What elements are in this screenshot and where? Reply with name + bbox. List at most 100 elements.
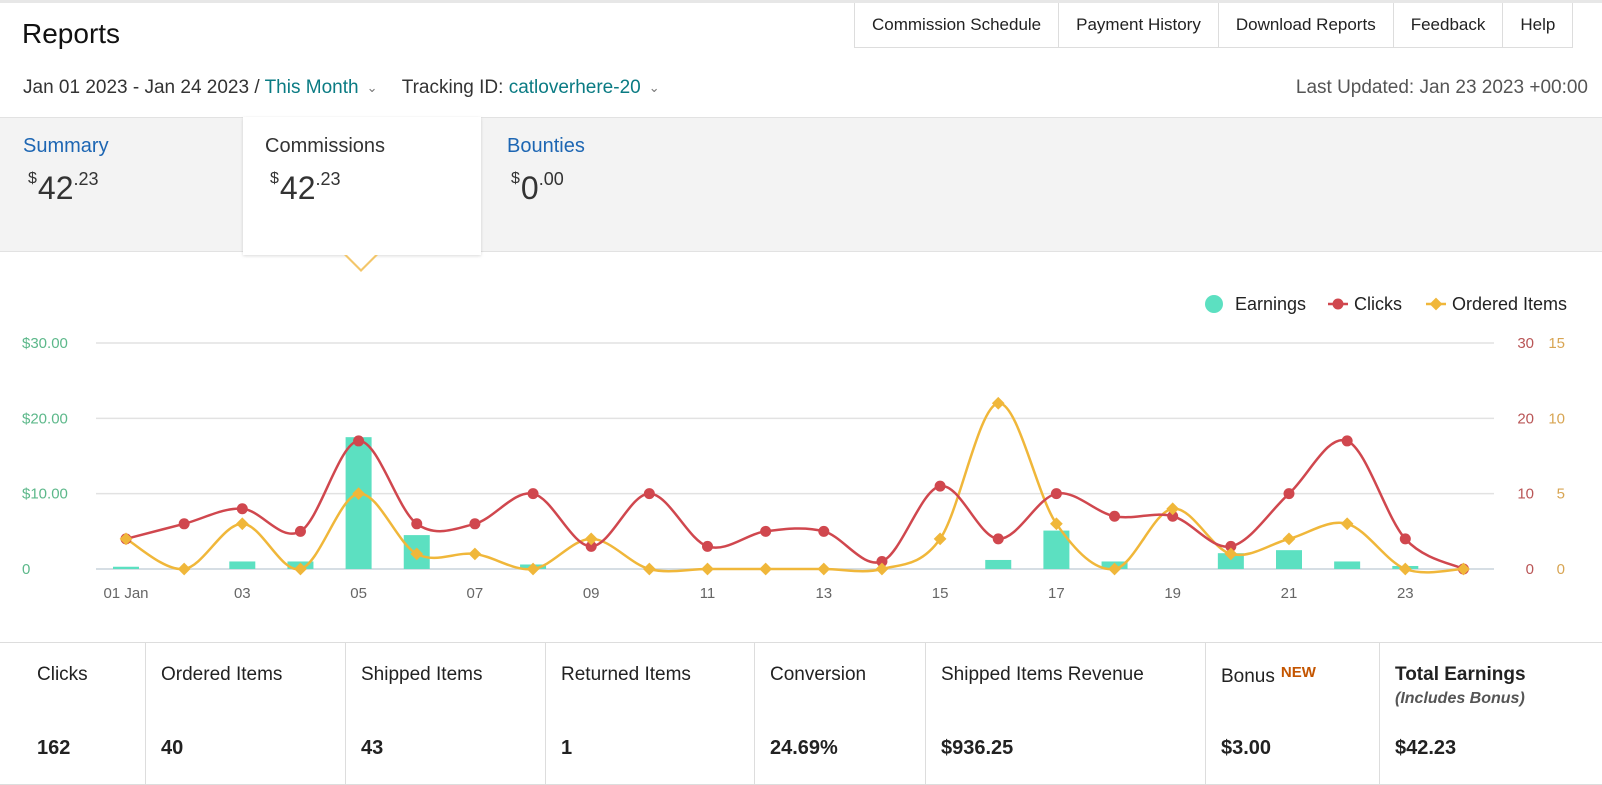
y-right-items-tick-label: 5 bbox=[1557, 486, 1565, 503]
y-left-tick-label: 0 bbox=[22, 561, 30, 578]
stat-returned-items: Returned Items 1 bbox=[545, 643, 755, 784]
clicks-point bbox=[353, 435, 365, 447]
chevron-down-icon[interactable]: ⌄ bbox=[366, 80, 378, 95]
commission-schedule-link[interactable]: Commission Schedule bbox=[872, 15, 1042, 34]
x-tick-label: 23 bbox=[1397, 585, 1414, 602]
tab-bounties-amount: $0.00 bbox=[511, 169, 564, 206]
tab-summary-amount: $42.23 bbox=[28, 169, 99, 206]
top-border bbox=[0, 0, 1602, 3]
clicks-point bbox=[294, 525, 306, 537]
stat-value: 40 bbox=[161, 737, 184, 759]
y-left-tick-label: $20.00 bbox=[22, 410, 68, 427]
tab-summary-label: Summary bbox=[23, 135, 109, 157]
stat-value: $42.23 bbox=[1395, 737, 1457, 759]
tracking-id-dropdown[interactable]: catloverhere-20 bbox=[508, 77, 641, 98]
ordered-items-point bbox=[1340, 517, 1354, 531]
ordered-items-point bbox=[642, 562, 656, 576]
x-tick-label: 11 bbox=[700, 585, 716, 602]
y-right-items-tick-label: 10 bbox=[1548, 410, 1565, 427]
y-left-tick-label: $30.00 bbox=[22, 335, 68, 352]
payment-history-link[interactable]: Payment History bbox=[1058, 3, 1218, 47]
clicks-point bbox=[527, 488, 539, 500]
stat-value: 24.69% bbox=[770, 737, 838, 759]
stat-label: Bonus NEW bbox=[1221, 664, 1316, 687]
top-nav: Commission Schedule Payment History Down… bbox=[854, 3, 1574, 48]
ordered-items-point bbox=[235, 517, 249, 531]
chevron-down-icon[interactable]: ⌄ bbox=[648, 80, 660, 95]
ordered-items-point bbox=[1282, 532, 1296, 546]
x-tick-label: 07 bbox=[467, 585, 484, 602]
tab-bounties-label: Bounties bbox=[507, 135, 585, 157]
x-tick-label: 13 bbox=[815, 585, 832, 602]
download-reports-link[interactable]: Download Reports bbox=[1217, 3, 1393, 47]
clicks-point bbox=[934, 480, 946, 492]
filter-bar: Jan 01 2023 - Jan 24 2023 / This Month ⌄ … bbox=[23, 77, 660, 99]
tab-bounties[interactable]: Bounties $0.00 bbox=[507, 117, 707, 250]
stat-label: Shipped Items Revenue bbox=[941, 664, 1144, 685]
stat-shipped-items-revenue: Shipped Items Revenue $936.25 bbox=[925, 643, 1206, 784]
tab-summary[interactable]: Summary $42.23 bbox=[23, 117, 223, 250]
last-updated: Last Updated: Jan 23 2023 +00:00 bbox=[1295, 77, 1588, 98]
help-link[interactable]: Help bbox=[1502, 3, 1572, 47]
clicks-point bbox=[1225, 540, 1237, 552]
period-dropdown[interactable]: This Month bbox=[264, 77, 359, 98]
clicks-point bbox=[236, 503, 248, 515]
ordered-items-point bbox=[991, 396, 1005, 410]
ordered-items-point bbox=[119, 532, 133, 546]
stat-conversion: Conversion 24.69% bbox=[754, 643, 926, 784]
stat-ordered-items: Ordered Items 40 bbox=[145, 643, 346, 784]
ordered-items-point bbox=[1398, 562, 1412, 576]
stat-label: Total Earnings bbox=[1395, 664, 1526, 685]
x-tick-label: 01 Jan bbox=[103, 585, 148, 602]
clicks-point bbox=[411, 518, 423, 530]
legend-earnings-icon bbox=[1205, 295, 1223, 313]
earnings-bar bbox=[1217, 553, 1244, 569]
stat-label: Clicks bbox=[37, 664, 88, 685]
ordered-items-point bbox=[701, 562, 714, 576]
tab-commissions-label: Commissions bbox=[265, 135, 386, 157]
y-right-clicks-tick-label: 10 bbox=[1517, 486, 1534, 503]
stat-value: $3.00 bbox=[1221, 737, 1272, 759]
ordered-items-point bbox=[817, 562, 831, 576]
tab-commissions[interactable]: Commissions $42.23 bbox=[243, 117, 481, 255]
earnings-bar bbox=[345, 437, 372, 569]
stat-label: Returned Items bbox=[561, 664, 691, 685]
stat-value: $936.25 bbox=[941, 737, 1014, 759]
legend-ordered-items-icon bbox=[1429, 297, 1443, 311]
new-badge: NEW bbox=[1280, 664, 1316, 681]
clicks-point bbox=[1283, 488, 1295, 500]
clicks-point bbox=[1109, 510, 1121, 522]
stat-value: 162 bbox=[37, 737, 71, 759]
y-left-tick-label: $10.00 bbox=[22, 486, 68, 503]
clicks-point bbox=[1050, 488, 1062, 500]
summary-tabs-band bbox=[0, 117, 1602, 252]
legend-clicks-icon bbox=[1332, 298, 1344, 310]
ordered-items-point bbox=[1457, 562, 1470, 576]
clicks-point bbox=[876, 555, 888, 567]
page-title: Reports bbox=[22, 18, 121, 49]
y-right-clicks-tick-label: 20 bbox=[1517, 410, 1534, 427]
stat-total-earnings: Total Earnings (Includes Bonus) $42.23 bbox=[1379, 643, 1602, 784]
stats-bar: Clicks 162 Ordered Items 40 Shipped Item… bbox=[0, 642, 1602, 785]
y-right-items-tick-label: 15 bbox=[1548, 335, 1565, 352]
clicks-point bbox=[469, 518, 481, 530]
clicks-point bbox=[760, 525, 772, 537]
x-tick-label: 03 bbox=[234, 585, 251, 602]
legend-ordered-items-label: Ordered Items bbox=[1452, 294, 1567, 314]
x-tick-label: 17 bbox=[1048, 585, 1065, 602]
stat-value: 1 bbox=[561, 737, 573, 759]
clicks-point bbox=[643, 488, 655, 500]
x-tick-label: 05 bbox=[350, 585, 367, 602]
x-tick-label: 19 bbox=[1164, 585, 1181, 602]
stat-sublabel: (Includes Bonus) bbox=[1395, 690, 1525, 707]
clicks-point bbox=[702, 540, 713, 552]
feedback-link[interactable]: Feedback bbox=[1392, 3, 1503, 47]
earnings-chart: $30.00 $20.00 $10.00 0 30 20 10 0 15 10 5 0 01 Jan 03… bbox=[22, 294, 1567, 602]
y-right-items-tick-label: 0 bbox=[1557, 561, 1565, 578]
y-right-clicks-tick-label: 30 bbox=[1517, 335, 1534, 352]
clicks-point bbox=[818, 525, 830, 537]
earnings-bar bbox=[985, 559, 1012, 569]
clicks-point bbox=[585, 540, 597, 552]
stat-label: Conversion bbox=[770, 664, 867, 685]
tab-commissions-amount: $42.23 bbox=[270, 169, 341, 206]
